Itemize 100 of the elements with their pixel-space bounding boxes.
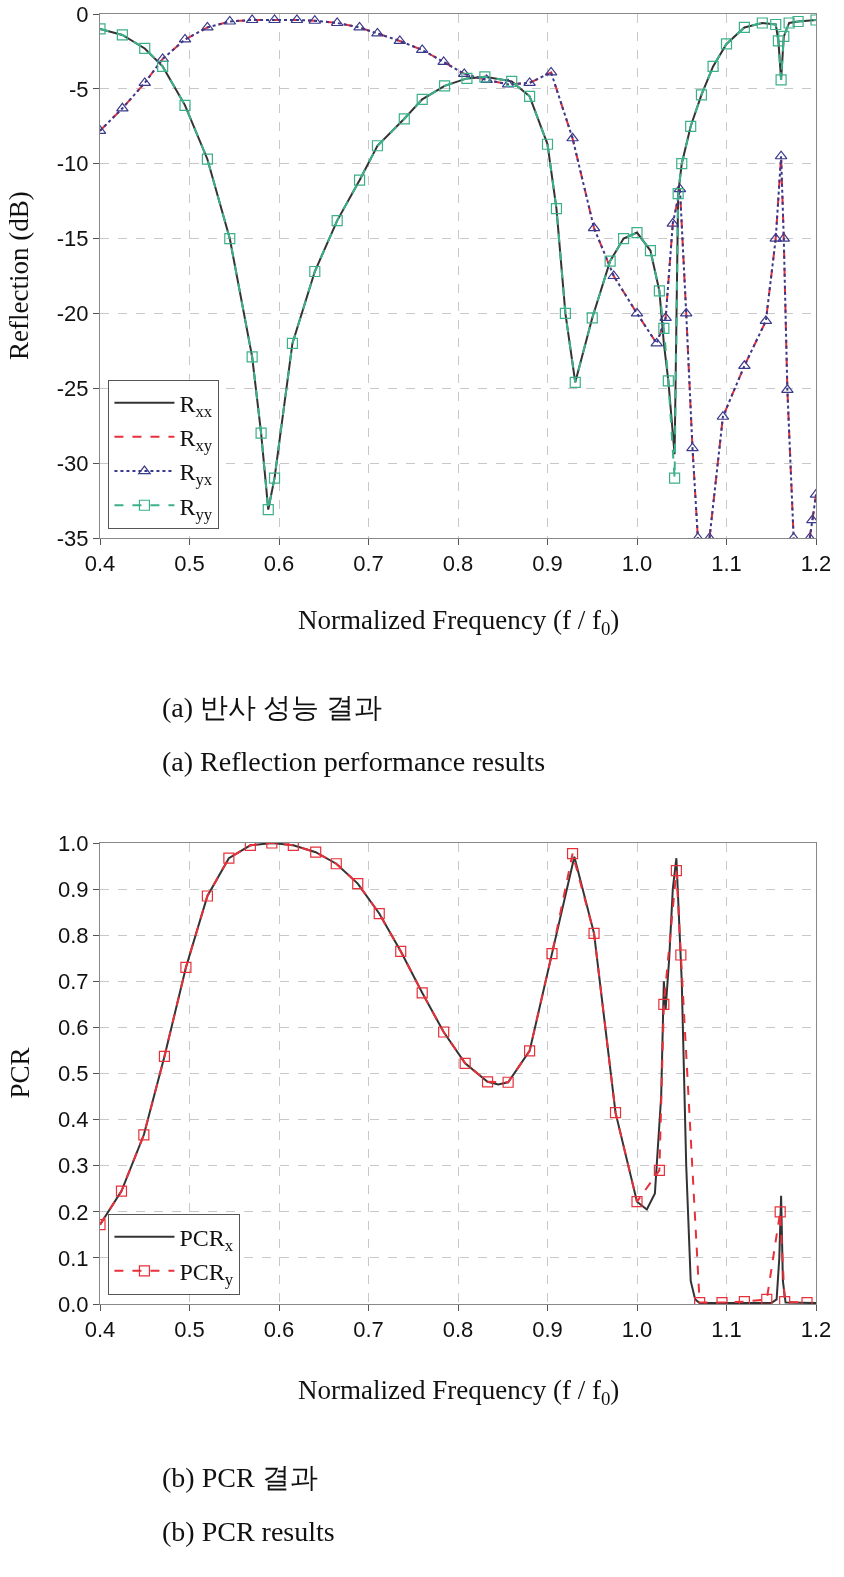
y-tick-label: 0.7: [58, 969, 89, 994]
x-tick-label: 0.8: [442, 1317, 474, 1343]
point: [541, 138, 554, 150]
point: [720, 38, 733, 50]
point: [201, 21, 214, 31]
point: [157, 60, 169, 72]
point: [116, 102, 129, 112]
point: [675, 949, 687, 961]
point: [506, 75, 518, 87]
point: [778, 30, 790, 43]
point: [772, 35, 785, 47]
point: [352, 877, 364, 890]
point: [775, 74, 787, 86]
point: [139, 42, 151, 55]
point: [524, 90, 536, 102]
x-tick-label: 0.9: [532, 551, 563, 577]
point: [309, 265, 321, 278]
point: [774, 1206, 786, 1218]
point: [524, 1045, 536, 1057]
point: [138, 1129, 150, 1141]
y-axis-title: Reflection (dB): [4, 191, 34, 360]
point: [353, 174, 366, 186]
point: [617, 232, 630, 245]
y-tick-label: 0.0: [58, 1291, 89, 1317]
point: [416, 93, 428, 105]
point: [268, 472, 281, 484]
point: [415, 44, 429, 54]
legend-label: PCR$_{y}$: [179, 1259, 234, 1290]
point: [116, 29, 128, 41]
point: [395, 945, 407, 957]
point: [546, 948, 558, 960]
point: [662, 375, 674, 387]
y-tick-label: -35: [56, 525, 89, 551]
point: [707, 60, 719, 72]
y-tick-label: -30: [56, 450, 89, 476]
legend-label: R$_{yy}$: [179, 493, 213, 524]
x-tick-label: 1.0: [621, 1317, 653, 1343]
point: [437, 56, 451, 66]
y-tick-label: 0.4: [58, 1107, 89, 1133]
point: [650, 337, 664, 347]
y-tick-label: 0.3: [58, 1153, 89, 1179]
y-tick-label: 0.5: [58, 1061, 89, 1087]
point: [178, 33, 192, 43]
point: [604, 255, 616, 267]
y-tick-label: 0.6: [58, 1015, 89, 1041]
y-axis-title: PCR: [4, 1047, 35, 1099]
point: [246, 351, 258, 363]
point: [686, 442, 699, 452]
point: [262, 503, 274, 516]
point: [566, 132, 579, 142]
point: [255, 427, 267, 439]
text: (b) PCR 결과: [162, 1462, 318, 1493]
point: [777, 232, 791, 242]
point: [631, 226, 643, 239]
point: [653, 285, 665, 297]
point: [559, 307, 571, 320]
point: [330, 17, 344, 27]
x-tick-label: 0.9: [532, 1317, 563, 1343]
point: [544, 66, 558, 76]
point: [416, 987, 428, 999]
point: [461, 72, 473, 84]
point: [224, 232, 236, 245]
point: [310, 846, 322, 858]
point: [672, 188, 684, 200]
point: [769, 232, 783, 242]
point: [179, 99, 191, 111]
point: [658, 322, 670, 334]
point: [609, 1107, 622, 1119]
point: [502, 1076, 514, 1088]
point: [685, 120, 697, 132]
x-tick-label: 0.6: [263, 1317, 295, 1343]
y-tick-label: -25: [56, 375, 89, 401]
point: [223, 852, 235, 864]
legend-label: R$_{xy}$: [179, 425, 213, 456]
point: [588, 927, 600, 939]
point: [586, 312, 598, 324]
point: [668, 472, 681, 484]
point: [566, 848, 579, 860]
point: [631, 1196, 643, 1208]
point: [201, 890, 213, 902]
y-tick-label: -5: [69, 76, 89, 102]
point: [180, 961, 192, 974]
point: [550, 203, 563, 215]
y-tick-label: 0.8: [58, 922, 89, 948]
text: (a) 반사 성능 결과: [162, 692, 383, 723]
point: [115, 1185, 128, 1197]
point: [393, 35, 407, 45]
point: [371, 140, 384, 152]
point: [569, 376, 581, 388]
point: [290, 14, 304, 24]
point: [331, 215, 343, 227]
point: [438, 1026, 450, 1038]
x-tick-label: 1.1: [711, 1317, 742, 1343]
point: [670, 865, 682, 877]
point: [245, 14, 259, 24]
point: [353, 21, 366, 31]
point: [201, 153, 213, 165]
y-tick-label: 0.9: [58, 876, 89, 902]
point: [481, 1076, 494, 1088]
legend-label: R$_{xx}$: [179, 391, 213, 422]
